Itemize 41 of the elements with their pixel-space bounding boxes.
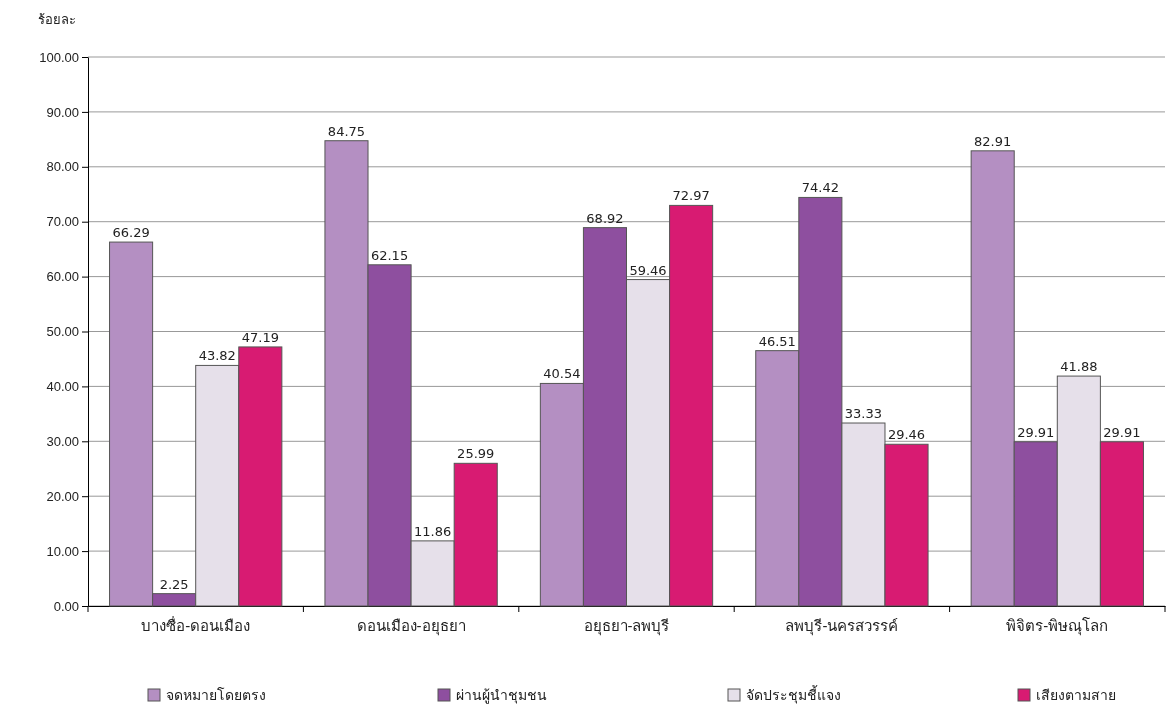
y-tick-label: 20.00 (46, 488, 79, 504)
legend-label: เสียงตามสาย (1036, 687, 1116, 703)
x-tick-label: อยุธยา-ลพบุรี (583, 616, 670, 636)
data-label: 29.91 (1103, 424, 1141, 440)
data-label: 11.86 (414, 523, 452, 539)
data-label: 33.33 (844, 406, 883, 422)
y-tick-label: 60.00 (46, 269, 79, 285)
data-label: 40.54 (543, 366, 581, 382)
data-label: 68.92 (586, 210, 624, 226)
x-tick-label: บางซื่อ-ดอนเมือง (141, 614, 251, 634)
y-tick-label: 90.00 (46, 104, 79, 120)
data-label: 82.91 (974, 133, 1012, 149)
data-label: 2.25 (159, 576, 189, 592)
data-label: 29.46 (887, 427, 926, 443)
data-label: 41.88 (1060, 359, 1098, 375)
data-label: 43.82 (198, 348, 236, 364)
data-label: 46.51 (758, 333, 796, 349)
y-tick-label: 50.00 (46, 324, 79, 340)
data-label: 72.97 (672, 188, 710, 204)
data-label: 47.19 (241, 329, 279, 345)
y-tick-label: 100.00 (39, 49, 79, 65)
y-tick-label: 10.00 (46, 543, 79, 559)
legend-label: จัดประชุมชี้แจง (746, 685, 841, 704)
data-label: 25.99 (457, 446, 495, 462)
data-label: 62.15 (370, 247, 409, 263)
y-tick-label: 70.00 (46, 214, 79, 230)
data-label: 84.75 (327, 123, 366, 139)
data-label: 74.42 (801, 180, 839, 196)
x-tick-label: ดอนเมือง-อยุธยา (356, 616, 466, 636)
y-tick-label: 40.00 (46, 379, 79, 395)
x-tick-label: พิจิตร-พิษณุโลก (1006, 616, 1109, 636)
y-tick-label: 80.00 (46, 159, 79, 175)
y-tick-label: 0.00 (53, 598, 79, 614)
data-label: 59.46 (629, 262, 667, 278)
x-tick-label: ลพบุรี-นครสวรรค์ (785, 616, 899, 636)
legend-label: ผ่านผู้นำชุมชน (456, 687, 547, 704)
data-label: 29.91 (1017, 424, 1055, 440)
data-label: 66.29 (112, 225, 150, 241)
y-axis-title: ร้อยละ (38, 12, 76, 27)
y-tick-label: 30.00 (46, 433, 79, 449)
legend-label: จดหมายโดยตรง (166, 687, 266, 703)
